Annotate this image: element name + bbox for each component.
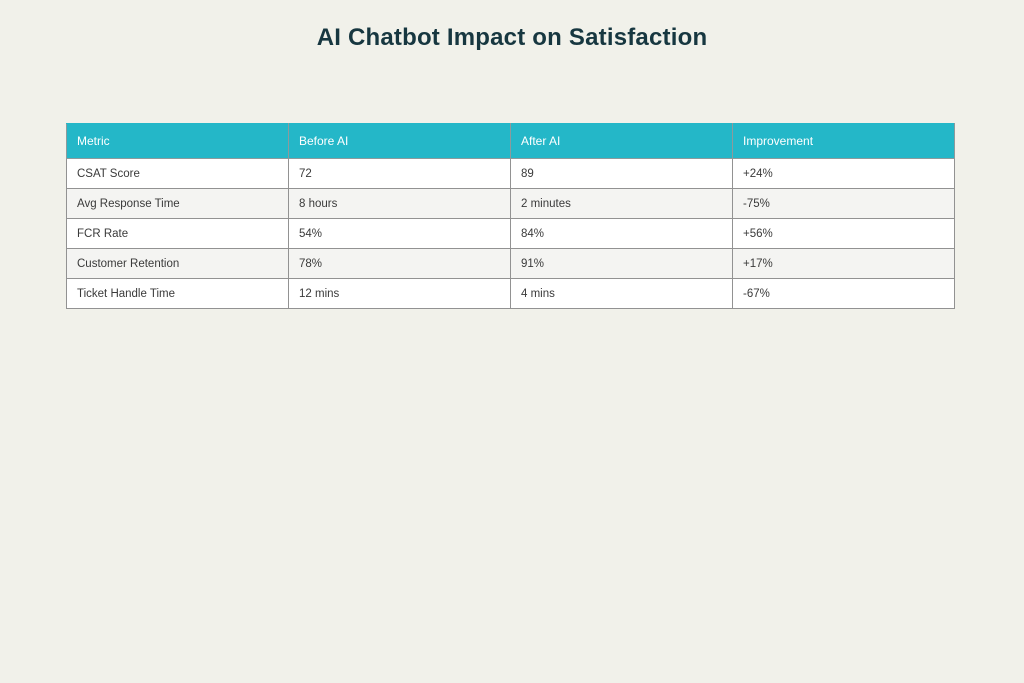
table-header: Metric Before AI After AI Improvement xyxy=(66,123,955,159)
table-cell: 4 mins xyxy=(510,278,733,309)
table-row: Customer Retention 78% 91% +17% xyxy=(66,248,955,279)
table-cell: +56% xyxy=(732,218,955,249)
table-body: CSAT Score 72 89 +24% Avg Response Time 8 hou… xyxy=(66,158,955,309)
table-cell: 84% xyxy=(510,218,733,249)
table-row: Avg Response Time 8 hours 2 minutes -75% xyxy=(66,188,955,219)
header-cell: Metric xyxy=(66,123,289,159)
table-cell: 12 mins xyxy=(288,278,511,309)
table-cell: +17% xyxy=(732,248,955,279)
table-row: Ticket Handle Time 12 mins 4 mins -67% xyxy=(66,278,955,309)
table-cell: +24% xyxy=(732,158,955,189)
table-cell: CSAT Score xyxy=(66,158,289,189)
table-cell: Avg Response Time xyxy=(66,188,289,219)
table-cell: Ticket Handle Time xyxy=(66,278,289,309)
table-cell: 2 minutes xyxy=(510,188,733,219)
table-cell: -75% xyxy=(732,188,955,219)
table-cell: 78% xyxy=(288,248,511,279)
header-cell: Before AI xyxy=(288,123,511,159)
table-row: CSAT Score 72 89 +24% xyxy=(66,158,955,189)
table-cell: 72 xyxy=(288,158,511,189)
table-cell: 91% xyxy=(510,248,733,279)
table-cell: 89 xyxy=(510,158,733,189)
table-cell: 8 hours xyxy=(288,188,511,219)
impact-table: Metric Before AI After AI Improvement CSAT … xyxy=(66,123,955,309)
table-header-row: Metric Before AI After AI Improvement xyxy=(66,123,955,159)
header-cell: After AI xyxy=(510,123,733,159)
table-cell: 54% xyxy=(288,218,511,249)
table-row: FCR Rate 54% 84% +56% xyxy=(66,218,955,249)
table-cell: Customer Retention xyxy=(66,248,289,279)
page-title: AI Chatbot Impact on Satisfaction xyxy=(316,24,708,51)
table-cell: FCR Rate xyxy=(66,218,289,249)
table-cell: -67% xyxy=(732,278,955,309)
header-cell: Improvement xyxy=(732,123,955,159)
